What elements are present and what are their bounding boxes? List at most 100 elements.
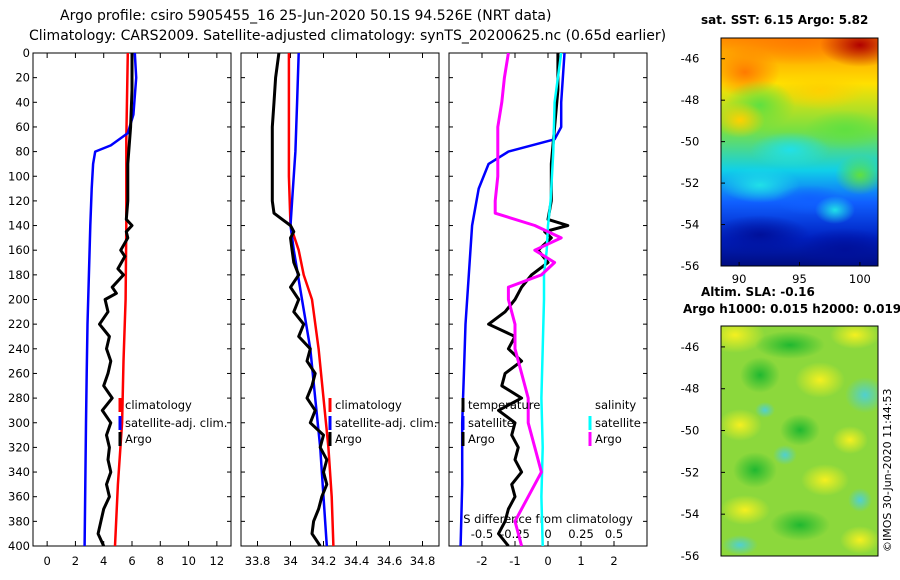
sst-map-field	[721, 38, 878, 266]
series-line-temperature-argo	[487, 53, 570, 546]
difference-x-axis: -2 -1 0 1 2	[476, 53, 618, 568]
series-line-climatology	[113, 53, 130, 546]
depth-tick-label: 60	[15, 120, 30, 134]
difference-y-ticks	[449, 52, 647, 547]
lat-tick-label: -52	[681, 176, 700, 190]
lat-tick-label: -56	[681, 259, 700, 273]
salinity-legend: climatology satellite-adj. clim. Argo	[328, 398, 437, 446]
lat-tick-label: -56	[681, 549, 700, 563]
x-tick-label: 8	[157, 554, 164, 568]
temperature-legend: climatology satellite-adj. clim. Argo	[118, 398, 227, 446]
legend-climatology: climatology	[335, 398, 402, 412]
salinity-difference-axis: S difference from climatology-0.5 -0.25 0 0…	[463, 512, 633, 541]
salinity-panel-frame	[240, 52, 440, 547]
lon-tick-label: 95	[792, 272, 807, 286]
depth-tick-label: 400	[8, 539, 30, 553]
salinity-lines	[270, 53, 335, 546]
salinity-difference-tick: -0.25	[500, 527, 530, 541]
sla-map: Altim. SLA: -0.16 Argo h1000: 0.015 h200…	[681, 285, 900, 563]
footer-stamp: ©IMOS 30-Jun-2020 11:44:53	[881, 388, 894, 552]
legend-satellite: satellite-adj. clim.	[335, 416, 437, 430]
temperature-lines	[83, 53, 138, 546]
lat-tick-label: -48	[681, 93, 700, 107]
x-tick-label: 34.8	[410, 554, 436, 568]
legend-sal-satellite: satellite	[595, 416, 641, 430]
series-line-salinity-satellite	[540, 53, 563, 546]
depth-tick-label: 200	[8, 293, 30, 307]
x-tick-label: 34.2	[311, 554, 337, 568]
lon-tick-label: 90	[732, 272, 747, 286]
sst-map: sat. SST: 6.15 Argo: 5.82 -46 -48 -50 -52 -5…	[681, 13, 879, 286]
x-tick-label: 33.8	[245, 554, 271, 568]
lat-tick-label: -48	[681, 382, 700, 396]
sla-map-field	[721, 326, 878, 556]
depth-tick-label: 120	[8, 194, 30, 208]
depth-tick-label: 100	[8, 169, 30, 183]
depth-tick-label: 160	[8, 243, 30, 257]
salinity-y-ticks	[241, 52, 439, 547]
salinity-difference-tick: 0.5	[605, 527, 623, 541]
x-tick-label: -1	[509, 554, 520, 568]
salinity-difference-tick: 0.25	[568, 527, 594, 541]
difference-lines	[459, 53, 570, 546]
depth-tick-label: 240	[8, 342, 30, 356]
depth-tick-label: 340	[8, 465, 30, 479]
title-line1: Argo profile: csiro 5905455_16 25-Jun-20…	[60, 8, 551, 24]
salinity-difference-tick: -0.5	[471, 527, 493, 541]
legend-argo: Argo	[125, 432, 152, 446]
lat-tick-label: -54	[681, 507, 700, 521]
sla-map-title: Altim. SLA: -0.16	[701, 285, 815, 299]
legend-sal-argo: Argo	[595, 432, 622, 446]
series-line-salinity-argo	[493, 53, 563, 546]
salinity-difference-tick: 0	[544, 527, 551, 541]
depth-tick-label: 280	[8, 391, 30, 405]
depth-tick-label: 140	[8, 219, 30, 233]
lat-tick-label: -46	[681, 52, 700, 66]
depth-tick-label: 80	[15, 145, 30, 159]
lat-tick-label: -52	[681, 465, 700, 479]
x-tick-label: -2	[476, 554, 487, 568]
x-tick-label: 1	[577, 554, 584, 568]
x-tick-label: 34	[283, 554, 298, 568]
series-line-climatology	[287, 53, 335, 546]
depth-tick-label: 180	[8, 268, 30, 282]
legend-temperature: temperature	[468, 398, 540, 412]
difference-legend: temperature satellite Argo salinity sate…	[461, 398, 641, 446]
difference-panel: -2 -1 0 1 2 S difference from climatology-0.…	[448, 52, 648, 568]
x-tick-label: 0	[43, 554, 50, 568]
lat-tick-label: -46	[681, 340, 700, 354]
depth-tick-label: 40	[15, 95, 30, 109]
lat-tick-label: -50	[681, 135, 700, 149]
salinity-panel: 33.8 34 34.2 34.4 34.6 34.8 climatology satel…	[240, 52, 440, 568]
x-tick-label: 4	[100, 554, 107, 568]
x-tick-label: 10	[181, 554, 196, 568]
legend-temp-argo: Argo	[468, 432, 495, 446]
depth-tick-label: 300	[8, 416, 30, 430]
sla-map-subtitle: Argo h1000: 0.015 h2000: 0.019	[683, 302, 900, 316]
series-line-temperature-satellite	[459, 53, 566, 546]
depth-tick-label: 380	[8, 514, 30, 528]
x-tick-label: 0	[544, 554, 551, 568]
x-tick-label: 6	[128, 554, 135, 568]
depth-tick-label: 320	[8, 440, 30, 454]
sst-latitude-axis: -46 -48 -50 -52 -54 -56	[681, 52, 725, 273]
series-line-argo	[96, 53, 134, 546]
depth-tick-label: 220	[8, 317, 30, 331]
difference-panel-frame	[448, 52, 648, 547]
x-tick-label: 12	[210, 554, 225, 568]
series-line-satellite-adj-clim-	[289, 53, 329, 546]
depth-tick-label: 20	[15, 71, 30, 85]
depth-tick-label: 360	[8, 490, 30, 504]
x-tick-label: 34.4	[344, 554, 370, 568]
x-tick-label: 2	[610, 554, 617, 568]
lon-tick-label: 100	[849, 272, 871, 286]
x-tick-label: 34.6	[377, 554, 403, 568]
lat-tick-label: -50	[681, 424, 700, 438]
legend-salinity: salinity	[595, 398, 636, 412]
legend-argo: Argo	[335, 432, 362, 446]
depth-tick-label: 260	[8, 366, 30, 380]
legend-satellite: satellite-adj. clim.	[125, 416, 227, 430]
sst-longitude-axis: 90 95 100	[732, 262, 871, 286]
title-line2: Climatology: CARS2009. Satellite-adjuste…	[29, 28, 666, 44]
